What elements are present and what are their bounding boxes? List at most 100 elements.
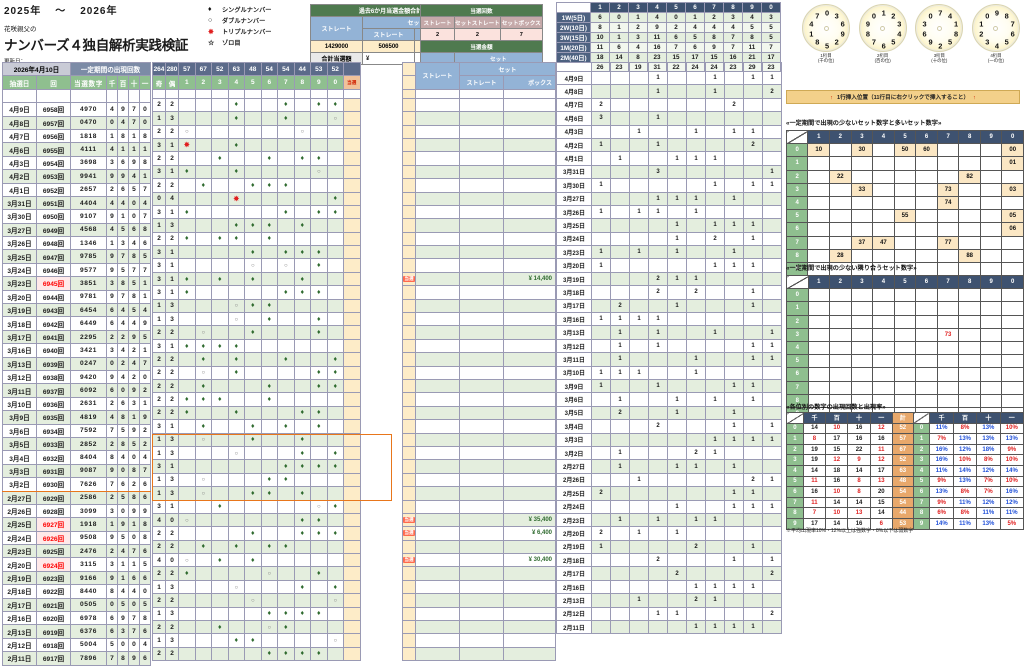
marker-cell-6[interactable] <box>260 271 278 287</box>
marker-cell-1[interactable] <box>178 164 196 180</box>
set-matrix-2-cell[interactable] <box>1001 393 1024 408</box>
marker-cell-8[interactable] <box>293 204 311 220</box>
set-matrix-2-cell[interactable] <box>850 367 874 382</box>
marker-cell-4[interactable] <box>227 553 245 568</box>
marker-cell-1[interactable] <box>178 539 196 555</box>
set-matrix-1-cell[interactable] <box>893 222 917 237</box>
marker-cell-2[interactable] <box>194 271 212 287</box>
rgrid-row[interactable]: 3月23日 1 1 1 1 <box>556 245 782 260</box>
set-matrix-1-cell[interactable] <box>872 209 895 224</box>
set-matrix-1-cell[interactable] <box>979 143 1003 158</box>
set-matrix-2-cell[interactable] <box>979 327 1003 342</box>
set-matrix-1-cell[interactable] <box>979 182 1003 197</box>
rgrid-row[interactable]: 4月8日 1 1 2 <box>556 84 782 99</box>
set-matrix-1-row[interactable]: 7 37 47 77 <box>785 235 1024 250</box>
set-matrix-1-cell[interactable] <box>936 261 960 277</box>
set-matrix-2-cell[interactable] <box>915 327 938 342</box>
set-matrix-2-cell[interactable] <box>829 380 852 395</box>
marker-cell-1[interactable] <box>178 97 196 113</box>
rgrid-row[interactable]: 3月4日 2 1 1 <box>556 419 782 434</box>
set-matrix-2-cell[interactable] <box>872 340 895 356</box>
set-matrix-2-cell[interactable] <box>807 288 831 303</box>
marker-cell-2[interactable] <box>194 486 212 501</box>
set-matrix-2-cell[interactable] <box>979 288 1003 303</box>
marker-cell-3[interactable] <box>211 164 229 180</box>
marker-cell-3[interactable] <box>211 378 229 394</box>
marker-cell-3[interactable] <box>211 97 229 113</box>
set-matrix-2-cell[interactable] <box>893 393 917 408</box>
marker-cell-8[interactable] <box>293 472 311 488</box>
set-matrix-1-cell[interactable] <box>915 156 938 171</box>
prize-row[interactable] <box>402 285 556 300</box>
marker-cell-1[interactable] <box>178 633 196 648</box>
draw-row[interactable]: 4月6日 6955回 4111 4 1 1 1 <box>2 142 151 157</box>
marker-cell-3[interactable] <box>211 445 229 461</box>
marker-cell-1[interactable] <box>178 218 196 233</box>
prize-row[interactable] <box>402 137 556 153</box>
marker-cell-2[interactable] <box>194 285 212 300</box>
marker-cell-7[interactable] <box>277 164 295 180</box>
set-matrix-2-cell[interactable] <box>936 367 960 382</box>
set-matrix-1-cell[interactable] <box>979 195 1003 211</box>
set-matrix-2-cell[interactable] <box>893 288 917 303</box>
marker-cell-1[interactable] <box>178 419 196 434</box>
marker-cell-3[interactable] <box>211 432 229 447</box>
set-matrix-2-cell[interactable] <box>1001 314 1024 329</box>
marker-cell-4[interactable] <box>227 97 245 113</box>
marker-cell-8[interactable] <box>293 178 311 193</box>
marker-cell-4[interactable] <box>227 352 245 367</box>
set-matrix-1-cell[interactable] <box>958 235 981 250</box>
set-matrix-2-cell[interactable] <box>829 354 852 369</box>
marker-cell-7[interactable] <box>277 445 295 461</box>
marker-cell-8[interactable] <box>293 620 311 635</box>
marker-cell-2[interactable] <box>194 405 212 421</box>
set-matrix-2-cell[interactable] <box>872 367 895 382</box>
marker-cell-0[interactable] <box>326 472 344 488</box>
set-matrix-1-cell[interactable] <box>958 222 981 237</box>
marker-cell-4[interactable] <box>227 593 245 608</box>
set-matrix-1-cell[interactable] <box>979 156 1003 171</box>
marker-cell-2[interactable] <box>194 338 212 354</box>
set-matrix-1-cell[interactable] <box>829 222 852 237</box>
marker-cell-6[interactable] <box>260 499 278 514</box>
prize-row[interactable] <box>402 472 556 488</box>
set-matrix-2-cell[interactable] <box>850 393 874 408</box>
marker-cell-1[interactable] <box>178 111 196 126</box>
marker-cell-5[interactable] <box>244 218 262 233</box>
set-matrix-1-cell[interactable]: 74 <box>936 195 960 211</box>
marker-cell-8[interactable] <box>293 553 311 568</box>
set-matrix-2-cell[interactable] <box>936 314 960 329</box>
marker-cell-2[interactable] <box>194 378 212 394</box>
marker-cell-9[interactable] <box>310 111 328 126</box>
set-matrix-1-cell[interactable] <box>915 195 938 211</box>
marker-cell-8[interactable] <box>293 593 311 608</box>
marker-cell-2[interactable] <box>194 124 212 139</box>
marker-cell-9[interactable] <box>310 378 328 394</box>
prize-row[interactable] <box>402 486 556 501</box>
marker-cell-2[interactable] <box>194 633 212 648</box>
draw-row[interactable]: 2月17日 6921回 0505 0 5 0 5 <box>2 597 151 613</box>
draw-row[interactable]: 3月19日 6943回 6454 6 4 5 4 <box>2 303 151 318</box>
marker-cell-3[interactable] <box>211 486 229 501</box>
draw-row[interactable]: 3月9日 6935回 4819 4 8 1 9 <box>2 410 151 425</box>
prize-row[interactable] <box>402 620 556 635</box>
freq-row[interactable]: 6 16 10 8 20 54 6 13% 8% 7% 16% <box>786 486 1024 498</box>
marker-cell-2[interactable] <box>194 445 212 461</box>
marker-cell-9[interactable] <box>310 151 328 166</box>
prize-row[interactable] <box>402 218 556 233</box>
set-matrix-1-cell[interactable]: 22 <box>829 169 852 184</box>
draw-row[interactable]: 4月8日 6957回 0470 0 4 7 0 <box>2 115 151 130</box>
freq-row[interactable]: 0 14 10 16 12 52 0 11% 8% 13% 10% <box>786 422 1024 435</box>
marker-cell-5[interactable] <box>244 553 262 568</box>
set-matrix-2-cell[interactable] <box>979 354 1003 369</box>
marker-cell-3[interactable] <box>211 646 229 662</box>
set-matrix-2-cell[interactable] <box>850 301 874 316</box>
marker-cell-8[interactable] <box>293 512 311 528</box>
set-matrix-1-cell[interactable] <box>893 235 917 250</box>
marker-cell-0[interactable] <box>326 633 344 648</box>
